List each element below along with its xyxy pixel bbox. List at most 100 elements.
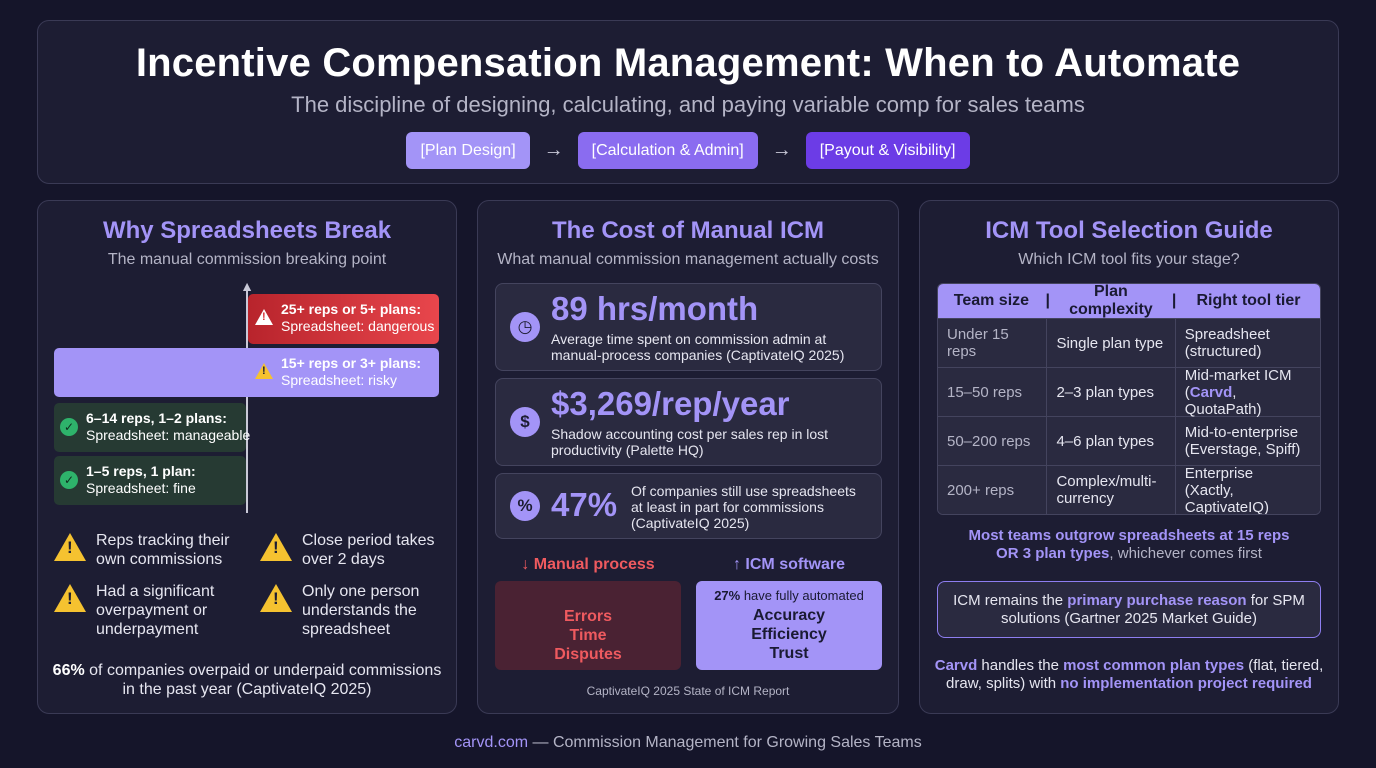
metric-desc: Average time spent on commission admin a… bbox=[551, 331, 844, 363]
card-subtitle: The manual commission breaking point bbox=[107, 251, 387, 268]
carvd-brand: Carvd bbox=[934, 657, 978, 674]
metric-desc-line: at least in part for commissions bbox=[631, 499, 824, 515]
header-divider: | bbox=[1171, 292, 1177, 309]
metric-value: 89 hrs/month bbox=[551, 290, 759, 327]
step-title: 6–14 reps, 1–2 plans: bbox=[86, 410, 227, 426]
cta-text: (flat, tiered, bbox=[1244, 657, 1324, 674]
page-subtitle: The discipline of designing, calculating… bbox=[291, 92, 1085, 117]
header-team-size: Team size bbox=[953, 292, 1030, 309]
header-tool-tier: Right tool tier bbox=[1196, 292, 1301, 309]
warning-icon: ! bbox=[255, 309, 273, 325]
outgrow-line: , whichever comes first bbox=[1109, 545, 1262, 562]
footer-text: — Commission Management for Growing Sale… bbox=[528, 734, 922, 751]
header-plan-complexity: Plan complexity bbox=[1069, 283, 1153, 318]
metric-hours: ◷ 89 hrs/month Average time spent on com… bbox=[495, 283, 882, 371]
software-benefits: Accuracy Efficiency Trust bbox=[696, 606, 882, 663]
footer: carvd.com — Commission Management for Gr… bbox=[0, 734, 1376, 752]
step-desc: Spreadsheet: dangerous bbox=[281, 318, 435, 334]
quote-text: solutions (Gartner 2025 Market Guide) bbox=[1001, 610, 1257, 627]
cell-plan-complexity: Complex/multi-currency bbox=[1046, 466, 1174, 514]
cell-tool-tier: Mid-to-enterprise (Everstage, Spiff) bbox=[1174, 417, 1320, 465]
tier-name: Mid-market ICM bbox=[1184, 366, 1292, 384]
plan-line: Complex/multi- bbox=[1056, 473, 1157, 490]
step-title: 1–5 reps, 1 plan: bbox=[86, 463, 196, 479]
step-bar-dangerous bbox=[248, 294, 439, 344]
step-manageable: ✓ 6–14 reps, 1–2 plans: Spreadsheet: mana… bbox=[60, 410, 250, 444]
table-row: 50–200 reps 4–6 plan types Mid-to-enterp… bbox=[938, 416, 1320, 465]
card-subtitle: What manual commission management actual… bbox=[497, 251, 879, 268]
step-desc: Spreadsheet: manageable bbox=[86, 427, 251, 443]
table-row: Under 15 reps Single plan type Spreadshe… bbox=[938, 318, 1320, 367]
warning-sign: ! Close period takes over 2 days bbox=[260, 531, 450, 569]
quote-highlight: primary purchase reason bbox=[1067, 592, 1247, 609]
overpaid-stat: 66% of companies overpaid or underpaid c… bbox=[38, 661, 456, 699]
header-divider: | bbox=[1045, 292, 1050, 309]
software-item: Accuracy bbox=[752, 607, 826, 624]
step-risky: ! 15+ reps or 3+ plans: Spreadsheet: risk… bbox=[255, 355, 421, 389]
metric-desc-line: Average time spent on commission admin a… bbox=[551, 331, 827, 347]
warning-icon: ! bbox=[260, 533, 292, 561]
step-bar-fine bbox=[54, 456, 246, 505]
cell-plan-complexity: 2–3 plan types bbox=[1046, 368, 1174, 416]
warning-sign-text: Had a significant overpayment or underpa… bbox=[96, 583, 215, 638]
stat-value: 66% bbox=[52, 662, 85, 679]
arrow-right-icon: → bbox=[543, 139, 564, 161]
software-item: Efficiency bbox=[751, 626, 827, 643]
warning-sign: ! Reps tracking their own commissions bbox=[54, 531, 244, 569]
plan-line: currency bbox=[1056, 490, 1114, 507]
metric-desc-line: Of companies still use spreadsheets bbox=[631, 483, 856, 499]
manual-process-heading: ↓ Manual process bbox=[521, 556, 655, 573]
percent-icon: % bbox=[510, 491, 540, 521]
footer-brand-link[interactable]: carvd.com bbox=[454, 734, 529, 751]
warning-icon: ! bbox=[260, 584, 292, 612]
step-desc: Spreadsheet: fine bbox=[86, 480, 196, 496]
tool-selection-table: Team size | Plan complexity | Right tool… bbox=[937, 283, 1321, 515]
manual-process-box: Errors Time Disputes bbox=[495, 581, 681, 670]
card-title: The Cost of Manual ICM bbox=[552, 217, 824, 244]
tier-name: Mid-to-enterprise bbox=[1184, 424, 1299, 441]
cta-highlight: no implementation project required bbox=[1060, 675, 1312, 692]
clock-icon: ◷ bbox=[510, 312, 540, 342]
card-title: Why Spreadsheets Break bbox=[102, 217, 392, 244]
carvd-cta: Carvd handles the most common plan types… bbox=[920, 657, 1338, 693]
tier-name: Enterprise bbox=[1184, 464, 1254, 482]
cell-tool-tier: Spreadsheet (structured) bbox=[1174, 319, 1320, 367]
step-bar-risky bbox=[54, 348, 439, 397]
tier-name: Spreadsheet bbox=[1184, 326, 1270, 343]
tier-examples: (Xactly, CaptivateIQ) bbox=[1184, 481, 1269, 515]
step-bar-manageable bbox=[54, 403, 246, 452]
cell-plan-complexity: Single plan type bbox=[1046, 319, 1174, 367]
step-title: 15+ reps or 3+ plans: bbox=[281, 355, 422, 371]
warning-sign: ! Only one person understands the spread… bbox=[260, 582, 450, 639]
table-header: Team size | Plan complexity | Right tool… bbox=[938, 284, 1320, 318]
quote-text: ICM remains the bbox=[953, 592, 1068, 609]
warning-sign: ! Had a significant overpayment or under… bbox=[54, 582, 244, 639]
cell-plan-complexity: 4–6 plan types bbox=[1046, 417, 1174, 465]
cta-text: draw, splits) with bbox=[946, 675, 1061, 692]
outgrow-highlight: OR 3 plan types bbox=[996, 545, 1110, 562]
tier-examples: (Everstage, Spiff) bbox=[1184, 441, 1301, 458]
cell-tool-tier: Mid-market ICM (Carvd, QuotaPath) bbox=[1174, 366, 1320, 418]
card-title: ICM Tool Selection Guide bbox=[985, 217, 1273, 244]
hero-panel: Incentive Compensation Management: When … bbox=[37, 20, 1339, 184]
software-item: Trust bbox=[769, 645, 809, 662]
automated-note: 27% have fully automated bbox=[696, 588, 882, 604]
manual-item: Time bbox=[569, 627, 607, 644]
card-why-spreadsheets-break: Why Spreadsheets Break The manual commis… bbox=[37, 200, 457, 714]
stat-text-source: in the past year (CaptivateIQ 2025) bbox=[122, 681, 372, 698]
warning-sign-text: Only one person understands the spreadsh… bbox=[302, 583, 420, 638]
cell-team-size: 200+ reps bbox=[947, 481, 1015, 499]
gartner-quote: ICM remains the primary purchase reason … bbox=[937, 581, 1321, 638]
cta-text: handles the bbox=[977, 657, 1064, 674]
tier-examples: (structured) bbox=[1184, 343, 1262, 360]
manual-item: Disputes bbox=[554, 646, 622, 663]
cta-highlight: most common plan types bbox=[1063, 657, 1245, 674]
source-citation: CaptivateIQ 2025 State of ICM Report bbox=[586, 684, 790, 698]
warning-sign-text: Close period takes over 2 days bbox=[302, 532, 435, 568]
check-icon: ✓ bbox=[60, 471, 78, 489]
automated-text: have fully automated bbox=[740, 588, 864, 603]
step-fine: ✓ 1–5 reps, 1 plan: Spreadsheet: fine bbox=[60, 463, 196, 497]
table-row: 200+ reps Complex/multi-currency Enterpr… bbox=[938, 465, 1320, 514]
metric-cost-per-rep: $ $3,269/rep/year Shadow accounting cost… bbox=[495, 378, 882, 466]
step-desc: Spreadsheet: risky bbox=[281, 372, 397, 388]
